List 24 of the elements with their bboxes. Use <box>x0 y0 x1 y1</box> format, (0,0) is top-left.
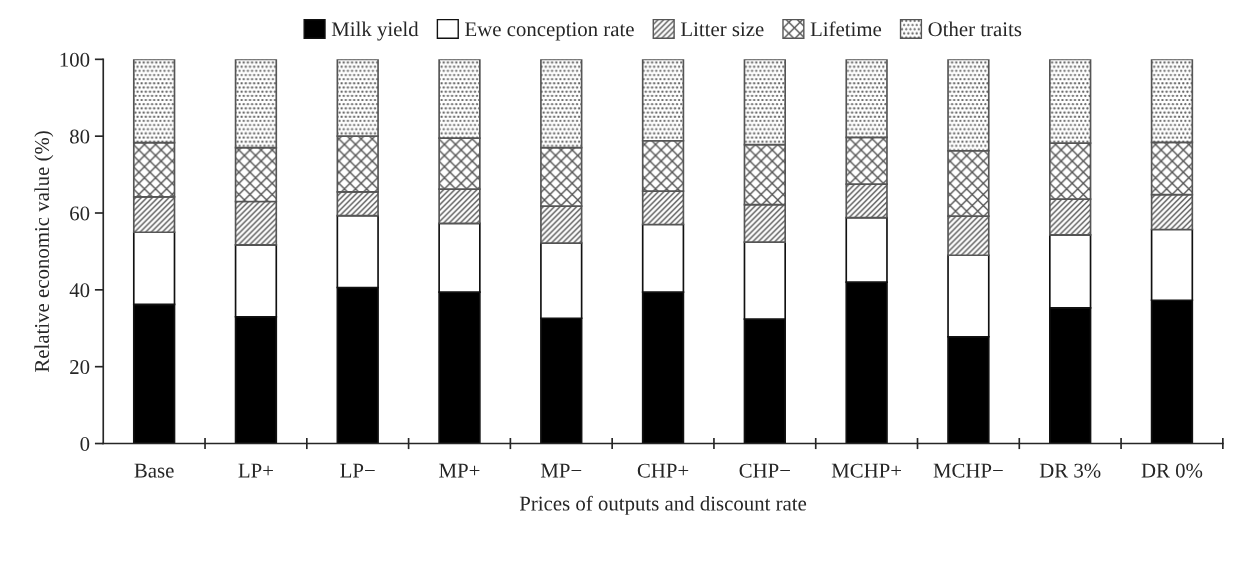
legend-label: Ewe conception rate <box>465 22 634 41</box>
x-tick-label: MCHP− <box>933 463 1003 478</box>
y-tick-label: 0 <box>80 436 90 451</box>
x-tick-label: DR 3% <box>1039 463 1101 478</box>
x-tick-label: LP+ <box>238 463 273 478</box>
legend-label: Litter size <box>680 22 764 37</box>
y-tick-label: 80 <box>70 129 90 144</box>
y-tick-label: 20 <box>70 360 90 375</box>
x-tick-label: MCHP+ <box>831 463 901 478</box>
y-tick-label: 60 <box>70 206 90 221</box>
x-axis-title: Prices of outputs and discount rate <box>519 495 807 515</box>
x-tick-label: CHP+ <box>637 463 689 478</box>
x-tick-label: LP− <box>340 463 375 478</box>
y-tick-label: 40 <box>69 283 90 298</box>
x-tick-label: CHP− <box>739 463 790 478</box>
legend-label: Milk yield <box>331 21 419 41</box>
x-tick-label: MP− <box>540 463 582 478</box>
x-tick-label: MP+ <box>439 463 480 478</box>
y-tick-label: 100 <box>60 52 90 67</box>
legend-label: Lifetime <box>810 21 882 37</box>
x-tick-label: Base <box>134 463 174 478</box>
x-tick-label: DR 0% <box>1141 463 1203 478</box>
y-axis-title: Relative economic value (%) <box>34 131 54 373</box>
legend-label: Other traits <box>928 21 1022 37</box>
